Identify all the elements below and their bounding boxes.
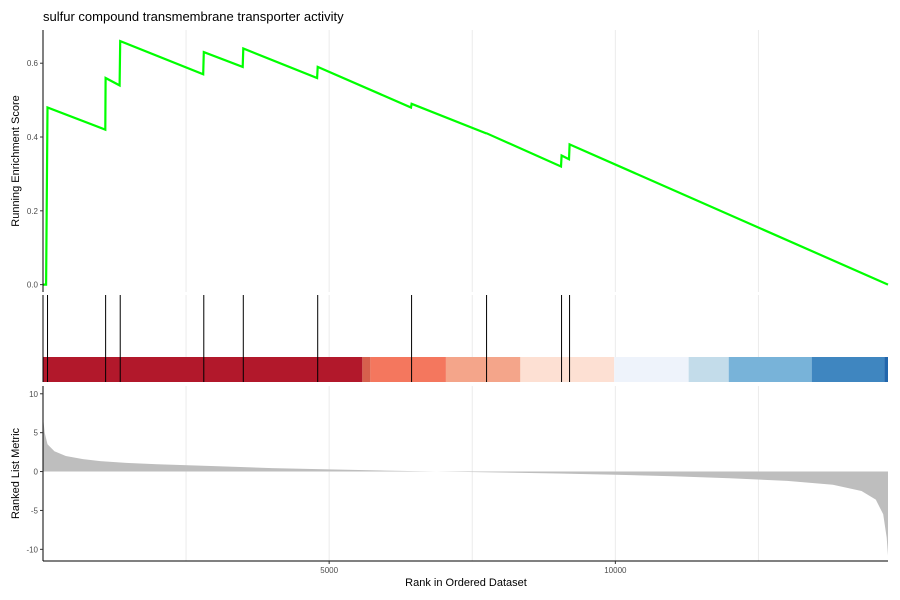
y-axis-title-metric: Ranked List Metric [10,427,22,519]
axes [40,30,888,564]
ranked-metric-area [43,417,888,556]
color-bar-segment [445,357,521,382]
tick-labels: 0.0 0.2 0.4 0.6 10 5 0 -5 -10 5000 10000 [26,59,627,575]
y-tick-label-score: 0.0 [27,281,39,290]
gene-hit-markers [47,295,571,382]
y-tick-label-score: 0.2 [27,207,39,216]
y-tick-label-metric: -10 [26,545,38,554]
hits-panel-grid [185,295,759,357]
x-tick-label: 5000 [320,566,338,575]
color-bar-segment [43,357,363,382]
color-bar-segment [688,357,729,382]
running-score-line [43,39,889,286]
color-bar-segment [811,357,885,382]
color-bar-segment [370,357,446,382]
y-tick-label-score: 0.6 [27,59,39,68]
score-panel-grid [185,30,759,292]
chart-title: sulfur compound transmembrane transporte… [43,9,344,24]
y-tick-label-metric: 0 [34,468,39,477]
color-bar-segment [614,357,689,382]
y-tick-label-metric: -5 [31,506,39,515]
y-tick-label-score: 0.4 [27,133,39,142]
y-axis-title-score: Running Enrichment Score [10,95,22,226]
x-axis-title: Rank in Ordered Dataset [405,577,527,589]
metric-panel-grid [185,386,759,561]
color-bar-segment [728,357,812,382]
ranking-color-bar [43,357,888,382]
x-tick-label: 10000 [604,566,627,575]
color-bar-segment [884,357,888,382]
color-bar-segment [362,357,371,382]
color-bar-segment [520,357,615,382]
y-tick-label-metric: 5 [34,429,39,438]
y-tick-label-metric: 10 [29,390,38,399]
